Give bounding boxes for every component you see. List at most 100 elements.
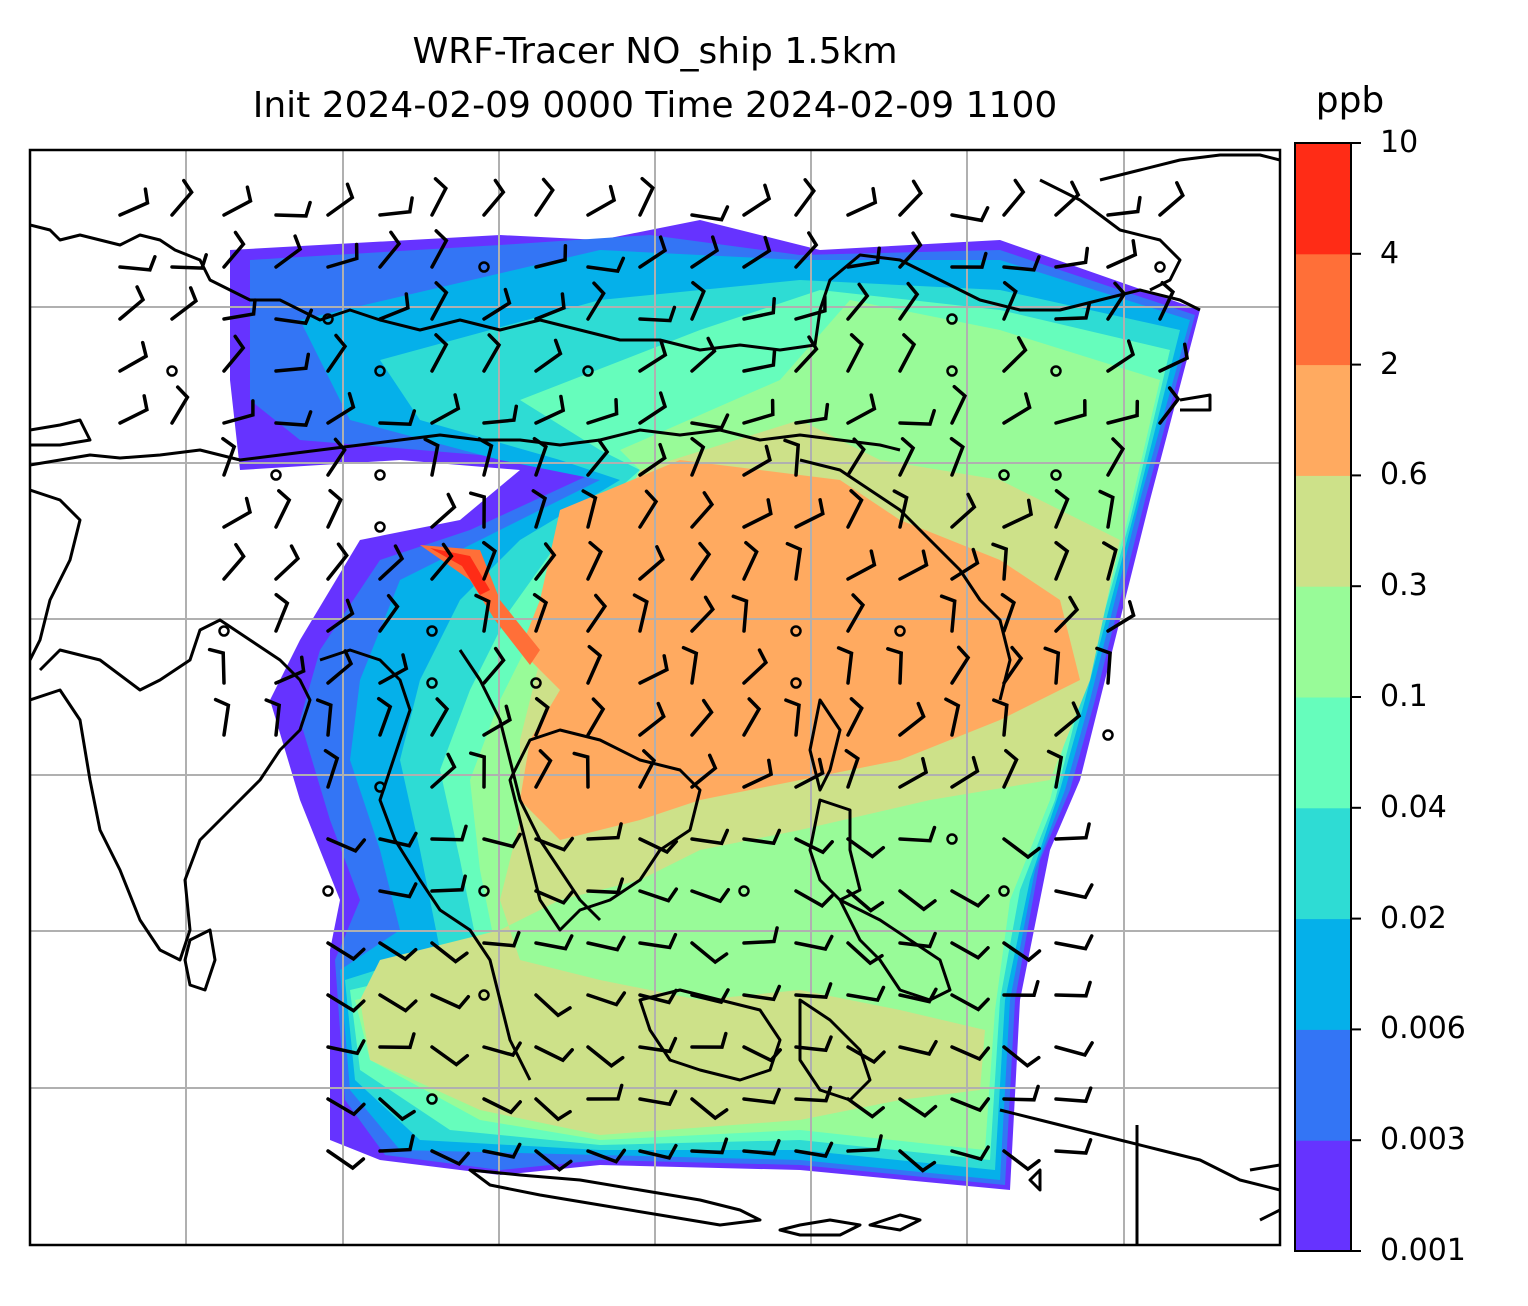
wind-barb: [221, 436, 237, 477]
wind-barb: [1106, 195, 1142, 217]
wind-barb: [170, 253, 208, 270]
wind-barb-calm: [478, 261, 490, 273]
wind-barb-calm: [946, 365, 958, 377]
wind-barb-calm: [946, 313, 958, 325]
wind-barb: [586, 281, 606, 321]
wind-barb: [482, 646, 506, 685]
wind-barb: [690, 1031, 728, 1049]
wind-barb: [326, 1097, 366, 1117]
wind-barb: [742, 1045, 782, 1063]
wind-barb: [430, 542, 454, 581]
colorbar-tick-label: 2: [1380, 346, 1400, 382]
wind-barb: [118, 394, 149, 425]
wind-barb: [1054, 399, 1087, 425]
wind-barb: [118, 340, 149, 373]
wind-barb: [1054, 302, 1091, 321]
wind-barb: [690, 436, 706, 477]
wind-barb: [742, 984, 782, 1002]
wind-barb-calm: [166, 365, 178, 377]
wind-barb: [1054, 934, 1094, 951]
wind-barb: [742, 235, 772, 269]
wind-barb: [690, 828, 730, 846]
wind-barb: [794, 231, 819, 269]
wind-barb: [742, 398, 775, 425]
wind-barb: [534, 934, 574, 951]
wind-barb: [378, 941, 418, 962]
colorbar-tick-label: 0.6: [1380, 457, 1428, 493]
wind-barb: [991, 542, 1009, 581]
wind-barb: [534, 696, 550, 737]
wind-barb: [742, 444, 772, 477]
wind-barb-calm: [426, 1093, 438, 1105]
wind-barb: [474, 593, 491, 633]
wind-barb: [638, 932, 678, 950]
wind-barb: [898, 1039, 938, 1057]
wind-barb: [846, 282, 870, 321]
colorbar-tick-label: 0.1: [1380, 679, 1428, 714]
wind-barb: [482, 404, 519, 425]
wind-barb: [1158, 342, 1190, 373]
wind-barb: [794, 1141, 834, 1158]
wind-barb: [1054, 488, 1070, 529]
wind-barb: [638, 176, 655, 217]
wind-barb: [949, 436, 965, 477]
wind-barb: [898, 179, 923, 217]
wind-barb: [1002, 255, 1041, 272]
wind-barb: [794, 295, 827, 321]
wind-barb: [892, 489, 909, 529]
wind-barb: [430, 874, 467, 893]
wind-barb: [118, 187, 150, 217]
wind-barb-calm: [374, 521, 386, 533]
wind-barb: [326, 598, 355, 633]
wind-barb-calm: [322, 885, 334, 897]
colorbar-segment: [1295, 1140, 1351, 1252]
wind-barb: [586, 822, 623, 841]
wind-barb: [1002, 837, 1041, 860]
colorbar-tick-label: 4: [1380, 235, 1400, 271]
colorbar-tick-label: 10: [1380, 125, 1419, 160]
wind-barb: [638, 1089, 678, 1107]
wind-barb: [1002, 1149, 1041, 1172]
wind-barb: [1002, 178, 1026, 217]
map-frame: [28, 148, 1282, 1247]
wind-barb: [222, 185, 253, 217]
colorbar-segment: [1295, 143, 1351, 255]
wind-barb: [1054, 980, 1092, 998]
wind-barb: [430, 941, 469, 964]
colorbar-segment: [1295, 364, 1351, 476]
wind-barb: [898, 1149, 937, 1173]
wind-barb: [742, 1087, 781, 1105]
wind-barb: [586, 935, 626, 952]
wind-barb: [794, 1035, 833, 1053]
wind-barb: [1102, 541, 1118, 581]
wind-barb: [784, 698, 801, 737]
wind-barb: [586, 438, 610, 477]
wind-barb: [430, 752, 457, 789]
wind-barb: [222, 399, 255, 425]
wind-barb: [742, 758, 774, 789]
wind-barb: [794, 178, 816, 217]
wind-barb: [326, 1039, 366, 1056]
wind-barb: [534, 243, 568, 269]
wind-barb: [430, 281, 449, 321]
wind-barb: [482, 1097, 522, 1115]
wind-barb: [378, 544, 405, 581]
wind-barb: [939, 594, 957, 633]
map-gridlines: [30, 150, 1280, 1245]
wind-barb: [898, 408, 936, 426]
wind-barb: [950, 755, 980, 789]
wind-barb: [846, 186, 878, 217]
wind-barb: [1002, 979, 1040, 997]
wind-barb: [430, 824, 468, 842]
wind-barb: [222, 298, 257, 321]
wind-barb: [794, 757, 825, 789]
wind-barb: [846, 1045, 886, 1065]
wind-barb: [118, 285, 146, 321]
wind-barb: [690, 336, 717, 373]
wind-barb: [430, 1149, 471, 1167]
wind-barb: [326, 941, 366, 962]
wind-barb: [586, 540, 603, 581]
wind-barb: [742, 297, 776, 321]
wind-barb: [638, 837, 679, 855]
